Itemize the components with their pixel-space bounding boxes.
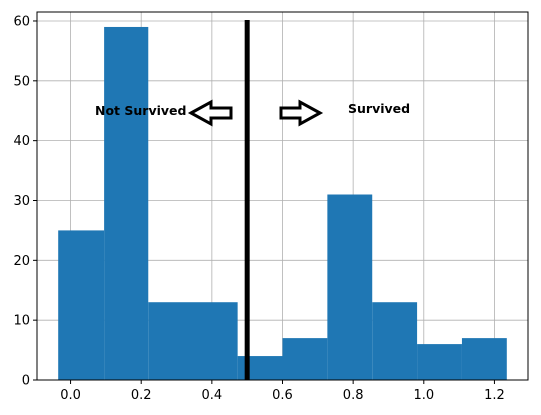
x-tick-label: 0.4 bbox=[202, 388, 223, 403]
y-tick-label: 60 bbox=[13, 14, 30, 29]
left-arrow-icon bbox=[187, 99, 233, 127]
right-arrow-icon bbox=[279, 99, 324, 127]
x-tick-label: 1.2 bbox=[484, 388, 505, 403]
y-tick-label: 0 bbox=[22, 374, 30, 389]
survived-label: Survived bbox=[348, 101, 410, 116]
histogram-bar bbox=[148, 302, 238, 380]
y-tick-label: 10 bbox=[13, 314, 30, 329]
y-tick-label: 20 bbox=[13, 254, 30, 269]
histogram-bar bbox=[282, 338, 328, 380]
histogram-bar bbox=[461, 338, 507, 380]
y-tick-label: 50 bbox=[13, 74, 30, 89]
histogram-bar bbox=[237, 356, 283, 380]
x-tick-label: 0.0 bbox=[60, 388, 81, 403]
y-axis-ticks: 0 10 20 30 40 50 60 bbox=[13, 14, 37, 389]
x-tick-label: 1.0 bbox=[413, 388, 434, 403]
x-tick-label: 0.6 bbox=[272, 388, 293, 403]
y-tick-label: 40 bbox=[13, 134, 30, 149]
histogram-bar bbox=[327, 194, 373, 380]
x-tick-label: 0.2 bbox=[131, 388, 152, 403]
y-tick-label: 30 bbox=[13, 194, 30, 209]
histogram-bar bbox=[104, 26, 149, 380]
histogram-bar bbox=[58, 230, 105, 380]
histogram-bars bbox=[58, 26, 507, 380]
x-tick-label: 0.8 bbox=[343, 388, 364, 403]
not-survived-label: Not Survived bbox=[95, 103, 186, 118]
histogram-bar bbox=[417, 344, 462, 380]
x-axis-ticks: 0.0 0.2 0.4 0.6 0.8 1.0 1.2 bbox=[60, 380, 505, 403]
histogram-bar bbox=[372, 302, 418, 380]
